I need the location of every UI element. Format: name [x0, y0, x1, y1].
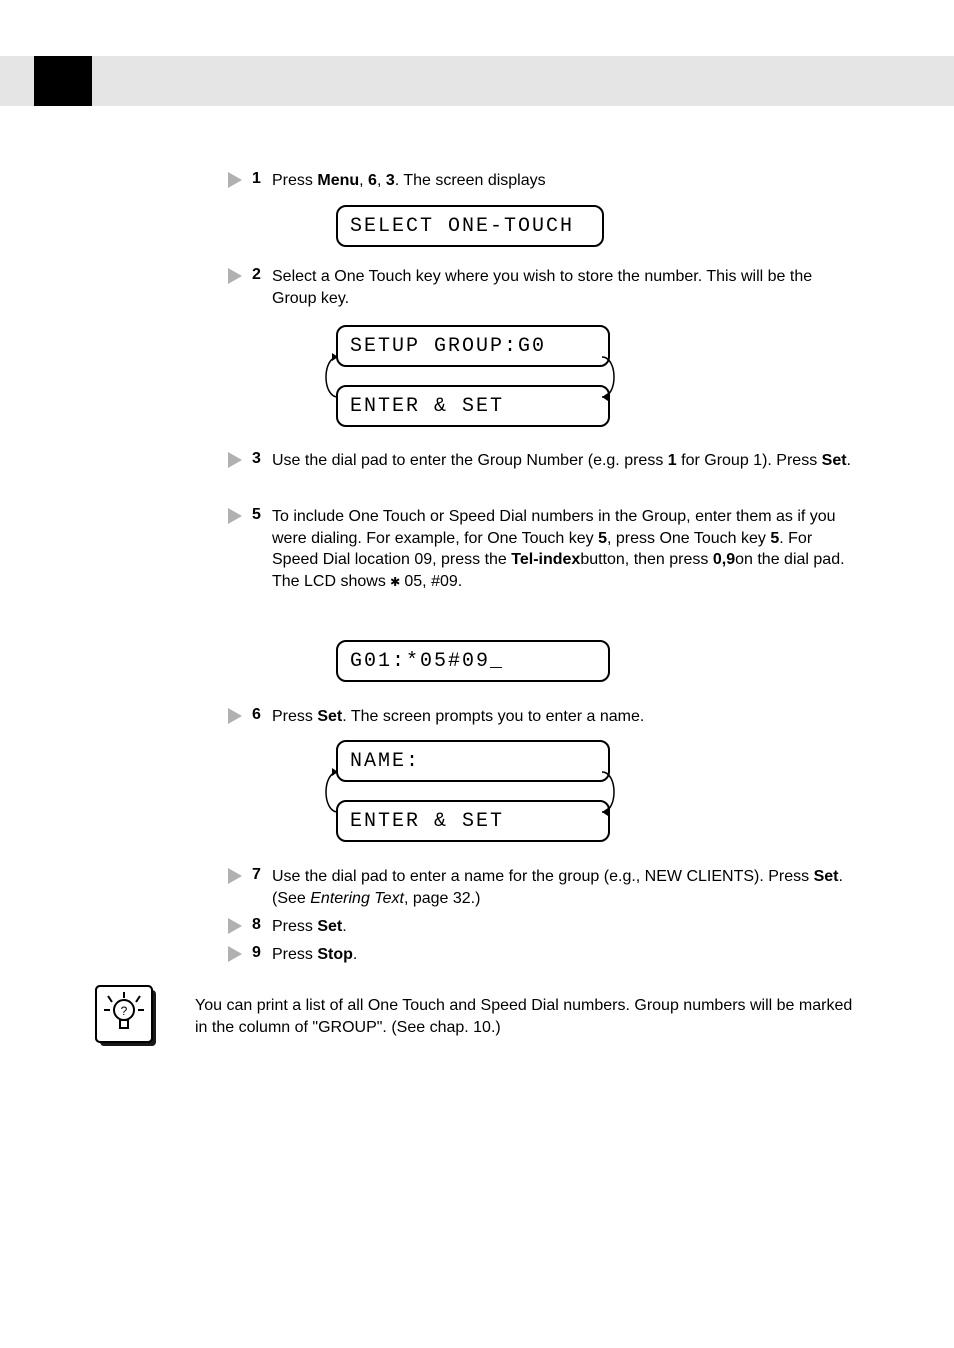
step-number: 2 [252, 266, 261, 284]
lcd-text: SETUP GROUP:G0 [350, 335, 546, 358]
step-bullet-arrow [228, 508, 242, 524]
step-text: To include One Touch or Speed Dial numbe… [272, 506, 862, 593]
lcd-text: ENTER & SET [350, 810, 504, 833]
step-bullet-arrow [228, 452, 242, 468]
step-text: Press Stop. [272, 944, 357, 966]
lcd-enter-set: ENTER & SET [336, 800, 610, 842]
step-bullet-arrow [228, 708, 242, 724]
step-text: Press Menu, 6, 3. The screen displays [272, 170, 546, 192]
tip-lightbulb-icon: ? [90, 980, 160, 1050]
lcd-text: NAME: [350, 750, 420, 773]
step-text: Use the dial pad to enter a name for the… [272, 866, 862, 909]
step-text: Use the dial pad to enter the Group Numb… [272, 450, 852, 472]
step-number: 1 [252, 170, 261, 188]
step-number: 7 [252, 866, 261, 884]
lcd-setup-group: SETUP GROUP:G0 [336, 325, 610, 367]
step-bullet-arrow [228, 268, 242, 284]
lcd-select-one-touch: SELECT ONE-TOUCH [336, 205, 604, 247]
step-number: 8 [252, 916, 261, 934]
step-number: 3 [252, 450, 261, 468]
step-number: 5 [252, 506, 261, 524]
lcd-g01: G01:*05#09_ [336, 640, 610, 682]
lcd-text: ENTER & SET [350, 395, 504, 418]
step-bullet-arrow [228, 946, 242, 962]
step-bullet-arrow [228, 918, 242, 934]
header-black-box [34, 56, 92, 106]
step-text: Press Set. [272, 916, 347, 938]
step-bullet-arrow [228, 172, 242, 188]
header-band [0, 56, 954, 106]
step-text: Select a One Touch key where you wish to… [272, 266, 852, 309]
lcd-text: SELECT ONE-TOUCH [350, 215, 574, 238]
tip-text: You can print a list of all One Touch an… [195, 995, 855, 1040]
step-number: 6 [252, 706, 261, 724]
lcd-name: NAME: [336, 740, 610, 782]
lcd-text: G01:*05#09_ [350, 650, 504, 673]
step-text: Press Set. The screen prompts you to ent… [272, 706, 842, 728]
svg-text:?: ? [121, 1004, 128, 1018]
step-number: 9 [252, 944, 261, 962]
lcd-enter-set: ENTER & SET [336, 385, 610, 427]
step-bullet-arrow [228, 868, 242, 884]
